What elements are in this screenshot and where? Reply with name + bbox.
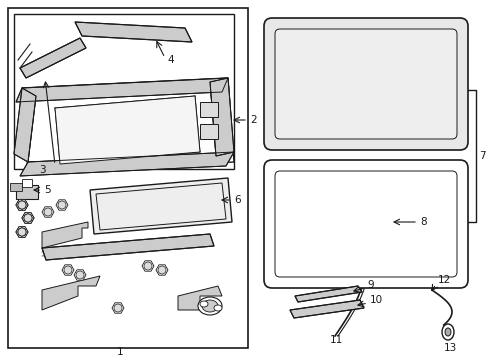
Polygon shape xyxy=(42,276,100,310)
Text: 1: 1 xyxy=(117,347,123,357)
Circle shape xyxy=(144,262,152,270)
Polygon shape xyxy=(210,78,234,156)
Circle shape xyxy=(44,208,52,216)
Polygon shape xyxy=(22,213,34,223)
Text: 7: 7 xyxy=(479,151,486,161)
Text: 5: 5 xyxy=(44,185,50,195)
Polygon shape xyxy=(75,22,192,42)
Polygon shape xyxy=(178,286,222,310)
Bar xyxy=(16,185,38,199)
Polygon shape xyxy=(16,200,28,210)
Polygon shape xyxy=(42,234,214,260)
Polygon shape xyxy=(16,227,28,237)
Polygon shape xyxy=(16,227,28,237)
Circle shape xyxy=(18,228,26,236)
Text: 4: 4 xyxy=(167,55,173,65)
Circle shape xyxy=(76,271,84,279)
Polygon shape xyxy=(16,227,28,237)
Polygon shape xyxy=(62,265,74,275)
Text: 10: 10 xyxy=(370,295,383,305)
Text: 13: 13 xyxy=(443,343,457,353)
Bar xyxy=(200,102,218,117)
Polygon shape xyxy=(74,270,86,280)
Polygon shape xyxy=(270,22,464,146)
FancyBboxPatch shape xyxy=(264,18,468,150)
Bar xyxy=(22,179,32,187)
Bar xyxy=(10,183,22,191)
Text: 8: 8 xyxy=(420,217,427,227)
Ellipse shape xyxy=(202,300,218,312)
Text: 6: 6 xyxy=(234,195,241,205)
Circle shape xyxy=(18,228,26,236)
Polygon shape xyxy=(90,178,232,234)
Circle shape xyxy=(24,214,32,222)
Polygon shape xyxy=(56,200,68,210)
Ellipse shape xyxy=(214,305,222,311)
Polygon shape xyxy=(14,88,36,162)
Ellipse shape xyxy=(442,324,454,340)
Circle shape xyxy=(24,214,32,222)
Text: 9: 9 xyxy=(367,280,373,290)
FancyBboxPatch shape xyxy=(264,160,468,288)
Polygon shape xyxy=(295,286,362,302)
Polygon shape xyxy=(20,152,234,176)
Polygon shape xyxy=(22,213,34,223)
Polygon shape xyxy=(290,300,364,318)
Circle shape xyxy=(18,228,26,236)
FancyBboxPatch shape xyxy=(275,171,457,277)
Polygon shape xyxy=(156,265,168,275)
Bar xyxy=(200,124,218,139)
Polygon shape xyxy=(16,78,228,102)
Bar xyxy=(14,14,234,169)
Ellipse shape xyxy=(445,328,451,336)
Circle shape xyxy=(18,201,26,209)
Circle shape xyxy=(114,304,122,312)
Text: 11: 11 xyxy=(330,335,343,345)
Text: 2: 2 xyxy=(250,115,257,125)
Bar xyxy=(8,8,248,348)
FancyBboxPatch shape xyxy=(275,29,457,139)
Text: 12: 12 xyxy=(438,275,451,285)
Polygon shape xyxy=(20,38,86,78)
Circle shape xyxy=(18,201,26,209)
Polygon shape xyxy=(112,303,124,313)
Polygon shape xyxy=(42,207,54,217)
Circle shape xyxy=(24,214,32,222)
Polygon shape xyxy=(16,200,28,210)
Circle shape xyxy=(18,201,26,209)
Circle shape xyxy=(58,201,66,209)
Text: 3: 3 xyxy=(39,165,45,175)
Circle shape xyxy=(64,266,72,274)
Polygon shape xyxy=(55,96,200,164)
Ellipse shape xyxy=(198,297,222,315)
Polygon shape xyxy=(142,261,154,271)
Polygon shape xyxy=(16,200,28,210)
Polygon shape xyxy=(42,222,88,248)
Circle shape xyxy=(158,266,166,274)
Ellipse shape xyxy=(200,301,208,307)
Polygon shape xyxy=(22,213,34,223)
Polygon shape xyxy=(22,78,234,172)
